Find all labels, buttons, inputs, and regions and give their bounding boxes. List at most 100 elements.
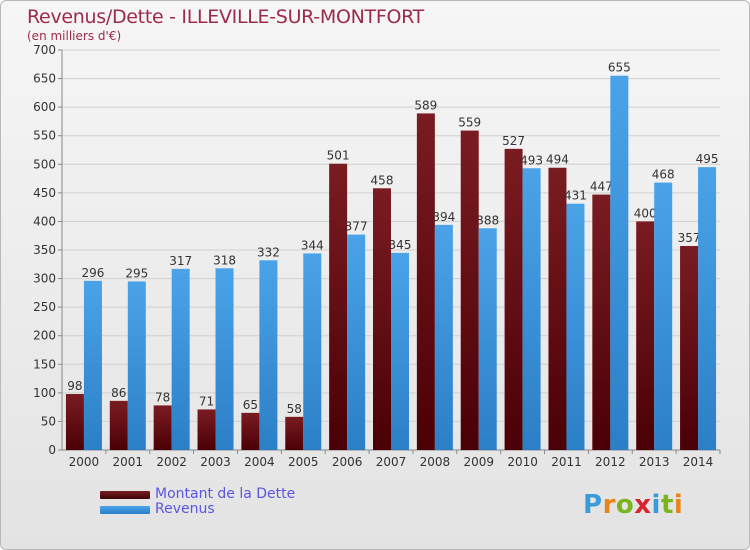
logo-letter: P — [583, 490, 603, 520]
data-label: 377 — [345, 220, 368, 234]
logo-letter: i — [651, 490, 661, 520]
bar-revenus — [215, 268, 234, 450]
bar-revenus — [303, 253, 322, 450]
x-tick-label: 2011 — [551, 455, 582, 469]
logo-letter: i — [673, 490, 684, 520]
data-label: 332 — [257, 245, 280, 259]
y-tick-label: 50 — [41, 414, 56, 428]
bar-dette — [329, 163, 348, 450]
bar-dette — [241, 412, 260, 450]
y-tick-label: 550 — [33, 129, 56, 143]
bar-revenus — [434, 224, 453, 450]
x-tick-label: 2009 — [463, 455, 494, 469]
bar-dette — [373, 188, 391, 451]
bar-revenus — [566, 203, 585, 450]
legend-swatch-revenus — [100, 505, 150, 514]
data-label: 58 — [287, 402, 302, 416]
bar-dette — [680, 246, 699, 450]
y-tick-label: 200 — [33, 329, 56, 343]
data-label: 86 — [111, 386, 126, 400]
logo-letter: r — [602, 490, 616, 520]
data-label: 98 — [67, 379, 82, 393]
bar-dette — [416, 113, 435, 450]
x-tick-label: 2000 — [69, 455, 100, 469]
data-label: 458 — [371, 173, 394, 187]
logo-letter: x — [634, 490, 652, 520]
bar-dette — [548, 167, 567, 450]
data-label: 388 — [476, 213, 499, 227]
bar-revenus — [127, 281, 146, 450]
data-label: 501 — [327, 149, 350, 163]
x-tick-label: 2014 — [683, 455, 714, 469]
bar-revenus — [391, 252, 409, 450]
legend-item-revenus: Revenus — [100, 501, 295, 517]
bar-revenus — [171, 268, 190, 450]
logo-letter: t — [660, 490, 674, 520]
bar-revenus — [83, 280, 102, 450]
legend-label-dette: Montant de la Dette — [155, 486, 296, 502]
y-tick-label: 600 — [33, 100, 56, 114]
data-label: 447 — [590, 180, 613, 194]
x-tick-label: 2008 — [420, 455, 451, 469]
y-tick-label: 350 — [33, 243, 56, 257]
y-tick-label: 500 — [33, 157, 56, 171]
bar-dette — [504, 148, 523, 450]
bar-dette — [197, 409, 216, 450]
data-label: 400 — [634, 206, 657, 220]
data-label: 468 — [652, 168, 675, 182]
data-label: 317 — [169, 254, 192, 268]
bar-revenus — [522, 168, 541, 451]
y-tick-label: 150 — [33, 357, 56, 371]
y-tick-label: 450 — [33, 186, 56, 200]
data-label: 78 — [155, 390, 170, 404]
x-tick-label: 2006 — [332, 455, 363, 469]
bar-revenus — [610, 75, 629, 450]
data-label: 65 — [243, 398, 258, 412]
bar-revenus — [347, 234, 366, 450]
bar-dette — [285, 416, 304, 450]
data-label: 318 — [213, 253, 236, 267]
data-label: 655 — [608, 61, 631, 75]
logo-letter: o — [615, 490, 635, 520]
x-tick-label: 2012 — [595, 455, 626, 469]
data-label: 296 — [81, 266, 104, 280]
data-label: 431 — [564, 189, 587, 203]
legend-item-dette: Montant de la Dette — [100, 486, 296, 502]
x-tick-label: 2001 — [113, 455, 144, 469]
bar-dette — [109, 400, 128, 450]
bar-dette — [460, 130, 479, 451]
bar-dette — [65, 394, 84, 450]
y-tick-label: 100 — [33, 386, 56, 400]
x-tick-label: 2004 — [244, 455, 275, 469]
bar-dette — [153, 405, 172, 450]
y-tick-label: 650 — [33, 72, 56, 86]
chart-subtitle: (en milliers d'€) — [27, 29, 122, 43]
chart-title: Revenus/Dette - ILLEVILLE-SUR-MONTFORT — [27, 6, 424, 28]
data-label: 344 — [301, 238, 324, 252]
y-tick-label: 0 — [48, 443, 56, 457]
data-label: 527 — [502, 134, 525, 148]
data-label: 589 — [414, 98, 437, 112]
data-label: 493 — [520, 153, 543, 167]
x-tick-label: 2013 — [639, 455, 670, 469]
legend-swatch-dette — [100, 490, 150, 499]
legend-label-revenus: Revenus — [155, 501, 215, 517]
x-tick-label: 2002 — [156, 455, 187, 469]
x-tick-label: 2005 — [288, 455, 319, 469]
data-label: 345 — [389, 238, 412, 252]
y-tick-label: 250 — [33, 300, 56, 314]
bar-dette — [592, 194, 611, 450]
x-tick-label: 2010 — [507, 455, 538, 469]
legend: Montant de la Dette Revenus — [100, 486, 296, 517]
data-label: 295 — [125, 266, 148, 280]
data-label: 357 — [678, 231, 701, 245]
data-label: 394 — [432, 210, 455, 224]
bar-revenus — [259, 260, 278, 450]
y-tick-label: 400 — [33, 214, 56, 228]
y-tick-label: 700 — [33, 43, 56, 57]
bar-dette — [636, 221, 655, 450]
data-label: 494 — [546, 153, 569, 167]
x-tick-label: 2007 — [376, 455, 407, 469]
y-tick-label: 300 — [33, 272, 56, 286]
